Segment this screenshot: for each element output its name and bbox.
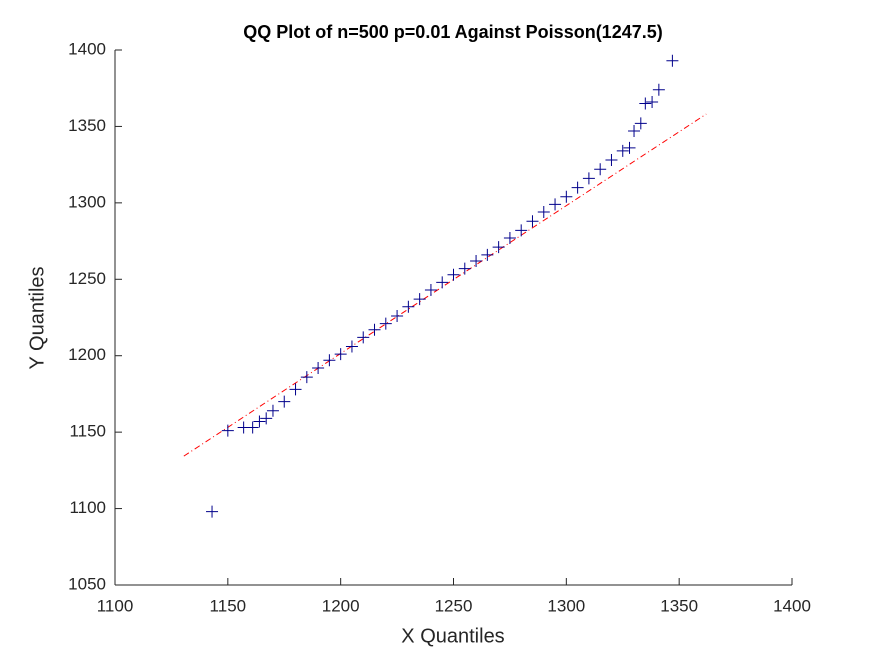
point [206,505,219,518]
point [447,268,460,281]
point [424,283,437,296]
point [560,190,573,203]
y-tick-label: 1100 [69,498,106,517]
x-tick-label: 1350 [660,596,698,615]
point [503,232,516,245]
point [300,371,313,384]
y-tick-label: 1150 [69,422,106,441]
point [289,383,302,396]
point [634,117,647,130]
point [470,254,483,267]
point [515,224,528,237]
point [646,95,659,108]
point [526,215,539,228]
x-tick-label: 1400 [773,596,811,615]
point [666,54,679,67]
x-tick-label: 1250 [435,596,473,615]
x-tick-label: 1200 [322,596,360,615]
point [260,412,273,425]
y-tick-label: 1050 [68,574,106,593]
point [368,323,381,336]
point [571,181,584,194]
point [549,198,562,211]
y-tick-label: 1300 [68,192,106,211]
point [413,293,426,306]
point [379,317,392,330]
point [278,395,291,408]
point [312,361,325,374]
y-tick-label: 1350 [68,116,106,135]
point [652,83,665,96]
point [605,154,618,167]
point [221,424,234,437]
point [537,206,550,219]
point [436,276,449,289]
chart-title: QQ Plot of n=500 p=0.01 Against Poisson(… [243,22,662,42]
x-tick-label: 1300 [547,596,585,615]
x-tick-label: 1150 [210,596,247,615]
point [402,300,415,313]
point [458,262,471,275]
x-axis-label: X Quantiles [401,625,504,647]
x-tick-label: 1100 [97,596,134,615]
point [334,348,347,361]
y-axis-label: Y Quantiles [26,266,48,369]
reference-line [183,113,707,457]
point [253,415,266,428]
point [639,97,652,110]
point [594,163,607,176]
point [391,309,404,322]
point [616,144,629,157]
point [246,421,259,434]
y-tick-label: 1200 [68,345,106,364]
y-tick-label: 1250 [68,269,106,288]
point [628,125,641,138]
point [357,331,370,344]
point [323,354,336,367]
point [623,141,636,154]
point [492,241,505,254]
y-tick-label: 1400 [68,39,106,58]
point [481,248,494,261]
point [266,404,279,417]
point [345,340,358,353]
point [582,172,595,185]
